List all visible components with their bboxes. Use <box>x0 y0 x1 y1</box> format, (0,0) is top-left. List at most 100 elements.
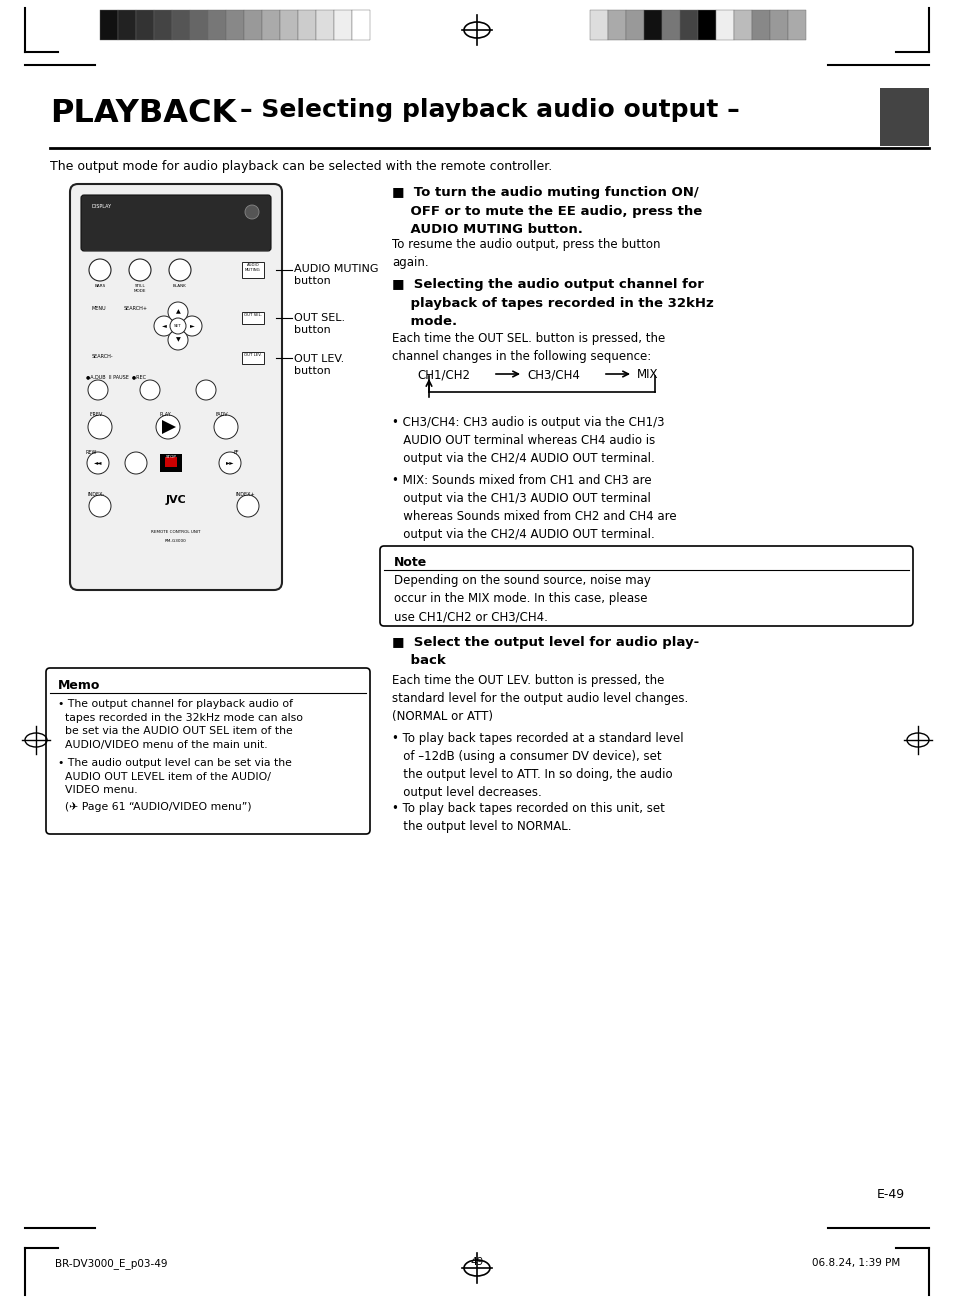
Circle shape <box>87 452 109 474</box>
Bar <box>100 10 118 40</box>
Bar <box>190 10 208 40</box>
Text: (✈ Page 61 “AUDIO/VIDEO menu”): (✈ Page 61 “AUDIO/VIDEO menu”) <box>58 802 252 812</box>
Bar <box>297 10 315 40</box>
Circle shape <box>140 380 160 400</box>
Bar <box>589 10 607 40</box>
Bar <box>607 10 625 40</box>
Bar <box>733 10 751 40</box>
Text: E-49: E-49 <box>876 1188 904 1201</box>
Text: ▲: ▲ <box>175 309 180 315</box>
Text: MIX: MIX <box>637 368 658 381</box>
Text: • The audio output level can be set via the
  AUDIO OUT LEVEL item of the AUDIO/: • The audio output level can be set via … <box>58 758 292 796</box>
Bar <box>679 10 698 40</box>
Text: OUT SEL.: OUT SEL. <box>244 313 262 317</box>
Text: ■  Select the output level for audio play-
    back: ■ Select the output level for audio play… <box>392 636 699 667</box>
Text: SEARCH-: SEARCH- <box>91 354 113 359</box>
Circle shape <box>219 452 241 474</box>
Text: DISPLAY: DISPLAY <box>91 204 112 209</box>
Polygon shape <box>162 420 175 434</box>
Text: INDEX+: INDEX+ <box>235 491 255 497</box>
Text: JVC: JVC <box>166 495 186 504</box>
Text: • MIX: Sounds mixed from CH1 and CH3 are
   output via the CH1/3 AUDIO OUT termi: • MIX: Sounds mixed from CH1 and CH3 are… <box>392 474 676 541</box>
Text: MENU: MENU <box>91 306 107 311</box>
Text: Note: Note <box>394 556 427 569</box>
Text: REW: REW <box>86 450 97 455</box>
Text: ■  Selecting the audio output channel for
    playback of tapes recorded in the : ■ Selecting the audio output channel for… <box>392 278 713 328</box>
Bar <box>242 263 264 278</box>
Circle shape <box>168 330 188 350</box>
Text: STILL
MODE: STILL MODE <box>133 283 146 292</box>
Text: FADV: FADV <box>215 412 229 417</box>
Text: ◄: ◄ <box>161 324 166 329</box>
Circle shape <box>213 415 237 439</box>
Bar <box>262 10 280 40</box>
FancyBboxPatch shape <box>46 668 370 835</box>
Text: Each time the OUT LEV. button is pressed, the
standard level for the output audi: Each time the OUT LEV. button is pressed… <box>392 673 687 723</box>
Circle shape <box>195 380 215 400</box>
Bar <box>136 10 153 40</box>
Bar <box>160 454 182 472</box>
Text: ■  To turn the audio muting function ON/
    OFF or to mute the EE audio, press : ■ To turn the audio muting function ON/ … <box>392 186 701 237</box>
Text: ◄◄: ◄◄ <box>93 460 102 465</box>
Text: REMOTE CONTROL UNIT: REMOTE CONTROL UNIT <box>152 530 200 534</box>
Bar <box>879 88 928 146</box>
Circle shape <box>89 495 111 517</box>
FancyBboxPatch shape <box>70 185 282 590</box>
Bar <box>698 10 716 40</box>
Circle shape <box>169 259 191 281</box>
Bar <box>769 10 787 40</box>
Text: PLAYBACK: PLAYBACK <box>50 98 236 129</box>
Text: CH3/CH4: CH3/CH4 <box>526 368 579 381</box>
Bar <box>661 10 679 40</box>
Bar <box>118 10 136 40</box>
Bar <box>208 10 226 40</box>
Text: FF: FF <box>233 450 239 455</box>
Bar <box>244 10 262 40</box>
Text: RM-G3000: RM-G3000 <box>165 540 187 543</box>
Text: ●A.DUB  II PAUSE  ●REC: ●A.DUB II PAUSE ●REC <box>86 374 146 380</box>
Bar <box>165 458 177 467</box>
Bar <box>643 10 661 40</box>
Text: 49: 49 <box>470 1257 483 1268</box>
Bar <box>352 10 370 40</box>
Circle shape <box>89 259 111 281</box>
Bar <box>625 10 643 40</box>
Text: PLAY: PLAY <box>160 412 172 417</box>
Text: INDEX-: INDEX- <box>88 491 105 497</box>
Text: F.REV: F.REV <box>90 412 103 417</box>
Circle shape <box>156 415 180 439</box>
Text: AUDIO MUTING
button: AUDIO MUTING button <box>294 264 378 286</box>
Circle shape <box>170 318 186 334</box>
Text: • To play back tapes recorded on this unit, set
   the output level to NORMAL.: • To play back tapes recorded on this un… <box>392 802 664 833</box>
Text: AUDIO
MUTING: AUDIO MUTING <box>245 263 260 272</box>
Text: • CH3/CH4: CH3 audio is output via the CH1/3
   AUDIO OUT terminal whereas CH4 a: • CH3/CH4: CH3 audio is output via the C… <box>392 416 664 465</box>
Text: • To play back tapes recorded at a standard level
   of –12dB (using a consumer : • To play back tapes recorded at a stand… <box>392 732 683 800</box>
Bar <box>242 312 264 324</box>
Bar <box>716 10 733 40</box>
Text: BR-DV3000_E_p03-49: BR-DV3000_E_p03-49 <box>55 1258 168 1269</box>
Text: OUT LEV.
button: OUT LEV. button <box>294 354 344 376</box>
Text: SET: SET <box>174 324 182 328</box>
Bar <box>226 10 244 40</box>
Text: OUT LEV.: OUT LEV. <box>244 354 261 358</box>
Text: SEARCH+: SEARCH+ <box>124 306 148 311</box>
Circle shape <box>125 452 147 474</box>
Text: STOP: STOP <box>166 455 176 459</box>
Text: BLANK: BLANK <box>172 283 187 289</box>
FancyBboxPatch shape <box>81 195 271 251</box>
Text: ►: ► <box>190 324 194 329</box>
Bar <box>172 10 190 40</box>
Text: CH1/CH2: CH1/CH2 <box>416 368 470 381</box>
Text: Depending on the sound source, noise may
occur in the MIX mode. In this case, pl: Depending on the sound source, noise may… <box>394 575 650 623</box>
Circle shape <box>129 259 151 281</box>
Text: ►►: ►► <box>226 460 234 465</box>
Bar <box>153 10 172 40</box>
Circle shape <box>153 316 173 335</box>
Text: – Selecting playback audio output –: – Selecting playback audio output – <box>240 98 739 122</box>
Text: BARS: BARS <box>94 283 106 289</box>
Circle shape <box>236 495 258 517</box>
Text: ▼: ▼ <box>175 338 180 342</box>
FancyBboxPatch shape <box>379 546 912 627</box>
Text: To resume the audio output, press the button
again.: To resume the audio output, press the bu… <box>392 238 659 269</box>
Circle shape <box>168 302 188 322</box>
